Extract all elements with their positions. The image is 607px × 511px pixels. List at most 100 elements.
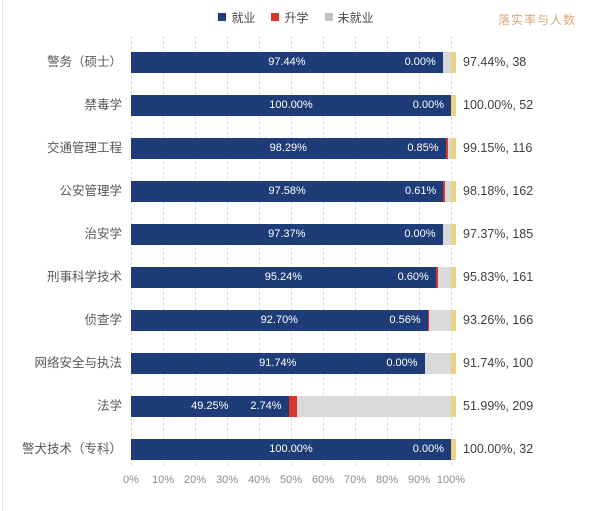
bar-row: 法学 49.25% 2.74% 51.99%, 209 [0,396,607,417]
bar-row: 治安学 97.37% 0.00% 97.37%, 185 [0,224,607,245]
further-study-segment [445,138,449,159]
category-label: 刑事科学技术 [46,270,122,284]
employment-segment: 100.00% 0.00% [131,95,451,116]
employment-segment: 97.44% 0.00% [131,52,443,73]
employment-segment: 49.25% 2.74% [131,396,289,417]
bar-row: 警犬技术（专科） 100.00% 0.00% 100.00%, 32 [0,439,607,460]
left-edge-divider [2,0,3,511]
bar-track: 91.74% 0.00% [131,353,456,374]
unemployed-segment [429,310,451,331]
bar-end-cap [450,396,456,417]
x-axis-tick-label: 0% [123,474,139,486]
legend-marker-unemployed-icon [324,13,333,21]
rate-and-count-label: 97.44%, 38 [463,55,527,69]
category-label: 警务（硕士） [46,55,122,69]
bar-end-cap [450,138,456,159]
bar-track: 97.58% 0.61% [131,181,456,202]
further-study-percent-label: 0.00% [412,443,444,455]
category-label: 警犬技术（专科） [21,442,122,456]
bar-track: 97.44% 0.00% [131,52,456,73]
employment-percent-label: 49.25% [191,400,229,412]
bar-row: 网络安全与执法 91.74% 0.00% 91.74%, 100 [0,353,607,374]
gridline [323,36,324,466]
bar-row: 公安管理学 97.58% 0.61% 98.18%, 162 [0,181,607,202]
further-study-segment [435,267,438,288]
chart-legend: 就业 升学 未就业 [131,9,461,25]
unemployed-segment [437,267,451,288]
employment-percent-label: 97.58% [268,185,306,197]
further-study-segment [427,310,430,331]
employment-percent-label: 95.24% [264,271,303,283]
unemployed-segment [442,224,451,245]
bar-row: 侦查学 92.70% 0.56% 93.26%, 166 [0,310,607,331]
rate-and-count-label: 93.26%, 166 [463,313,534,327]
legend-label-unemployed: 未就业 [337,10,374,25]
unemployed-segment [448,138,451,159]
bar-end-cap [450,181,456,202]
gridline [355,36,356,466]
gridline [195,36,196,466]
legend-item-employment: 就业 [218,9,255,26]
gridline [163,36,164,466]
employment-segment: 98.29% 0.85% [131,138,446,159]
gridline [451,36,452,466]
employment-segment: 92.70% 0.56% [131,310,428,331]
unemployed-segment [445,181,451,202]
legend-label-further-study: 升学 [284,10,309,25]
further-study-percent-label: 0.00% [386,357,418,369]
bar-end-cap [450,267,456,288]
bar-row: 刑事科学技术 95.24% 0.60% 95.83%, 161 [0,267,607,288]
bar-end-cap [450,310,456,331]
further-study-segment [288,396,298,417]
rate-and-count-label: 51.99%, 209 [463,399,534,413]
gridline [131,36,132,466]
x-axis-tick-label: 60% [311,474,335,486]
employment-percent-label: 100.00% [269,443,313,455]
gridline [419,36,420,466]
gridline [291,36,292,466]
rate-and-count-label: 98.18%, 162 [463,184,534,198]
x-axis-tick-label: 50% [279,474,303,486]
rate-and-count-label: 100.00%, 52 [463,98,534,112]
employment-segment: 95.24% 0.60% [131,267,436,288]
x-axis-tick-label: 100% [436,474,466,486]
employment-percent-label: 97.44% [268,56,306,68]
further-study-percent-label: 0.00% [404,56,436,68]
employment-percent-label: 91.74% [259,357,297,369]
employment-segment: 100.00% 0.00% [131,439,451,460]
category-label: 网络安全与执法 [34,356,122,370]
bar-end-cap [450,52,456,73]
bar-track: 97.37% 0.00% [131,224,456,245]
rate-and-count-label: 91.74%, 100 [463,356,534,370]
further-study-percent-label: 0.00% [404,228,436,240]
category-label: 治安学 [84,227,122,241]
unemployed-segment [442,52,451,73]
employment-segment: 97.58% 0.61% [131,181,444,202]
category-label: 公安管理学 [59,184,122,198]
x-axis-tick-label: 40% [247,474,271,486]
rate-and-count-label: 95.83%, 161 [463,270,534,284]
rate-and-count-label: 97.37%, 185 [463,227,534,241]
further-study-percent-label: 2.74% [250,400,282,412]
bar-track: 98.29% 0.85% [131,138,456,159]
employment-percent-label: 98.29% [269,142,307,154]
employment-percent-label: 92.70% [260,314,298,326]
further-study-percent-label: 0.61% [405,185,437,197]
further-study-percent-label: 0.60% [397,271,429,283]
employment-percent-label: 100.00% [269,99,313,111]
further-study-segment [443,181,446,202]
category-label: 禁毒学 [84,98,122,112]
category-label: 法学 [96,399,122,413]
bar-track: 49.25% 2.74% [131,396,456,417]
bar-end-cap [450,353,456,374]
further-study-percent-label: 0.00% [412,99,444,111]
rate-and-count-label: 100.00%, 32 [463,442,534,456]
category-label: 交通管理工程 [46,141,122,155]
gridline [387,36,388,466]
x-axis-tick-label: 80% [375,474,399,486]
right-axis-title: 落实率与人数 [498,13,577,27]
further-study-percent-label: 0.85% [407,142,439,154]
x-axis-tick-label: 20% [183,474,207,486]
unemployed-segment [424,353,451,374]
